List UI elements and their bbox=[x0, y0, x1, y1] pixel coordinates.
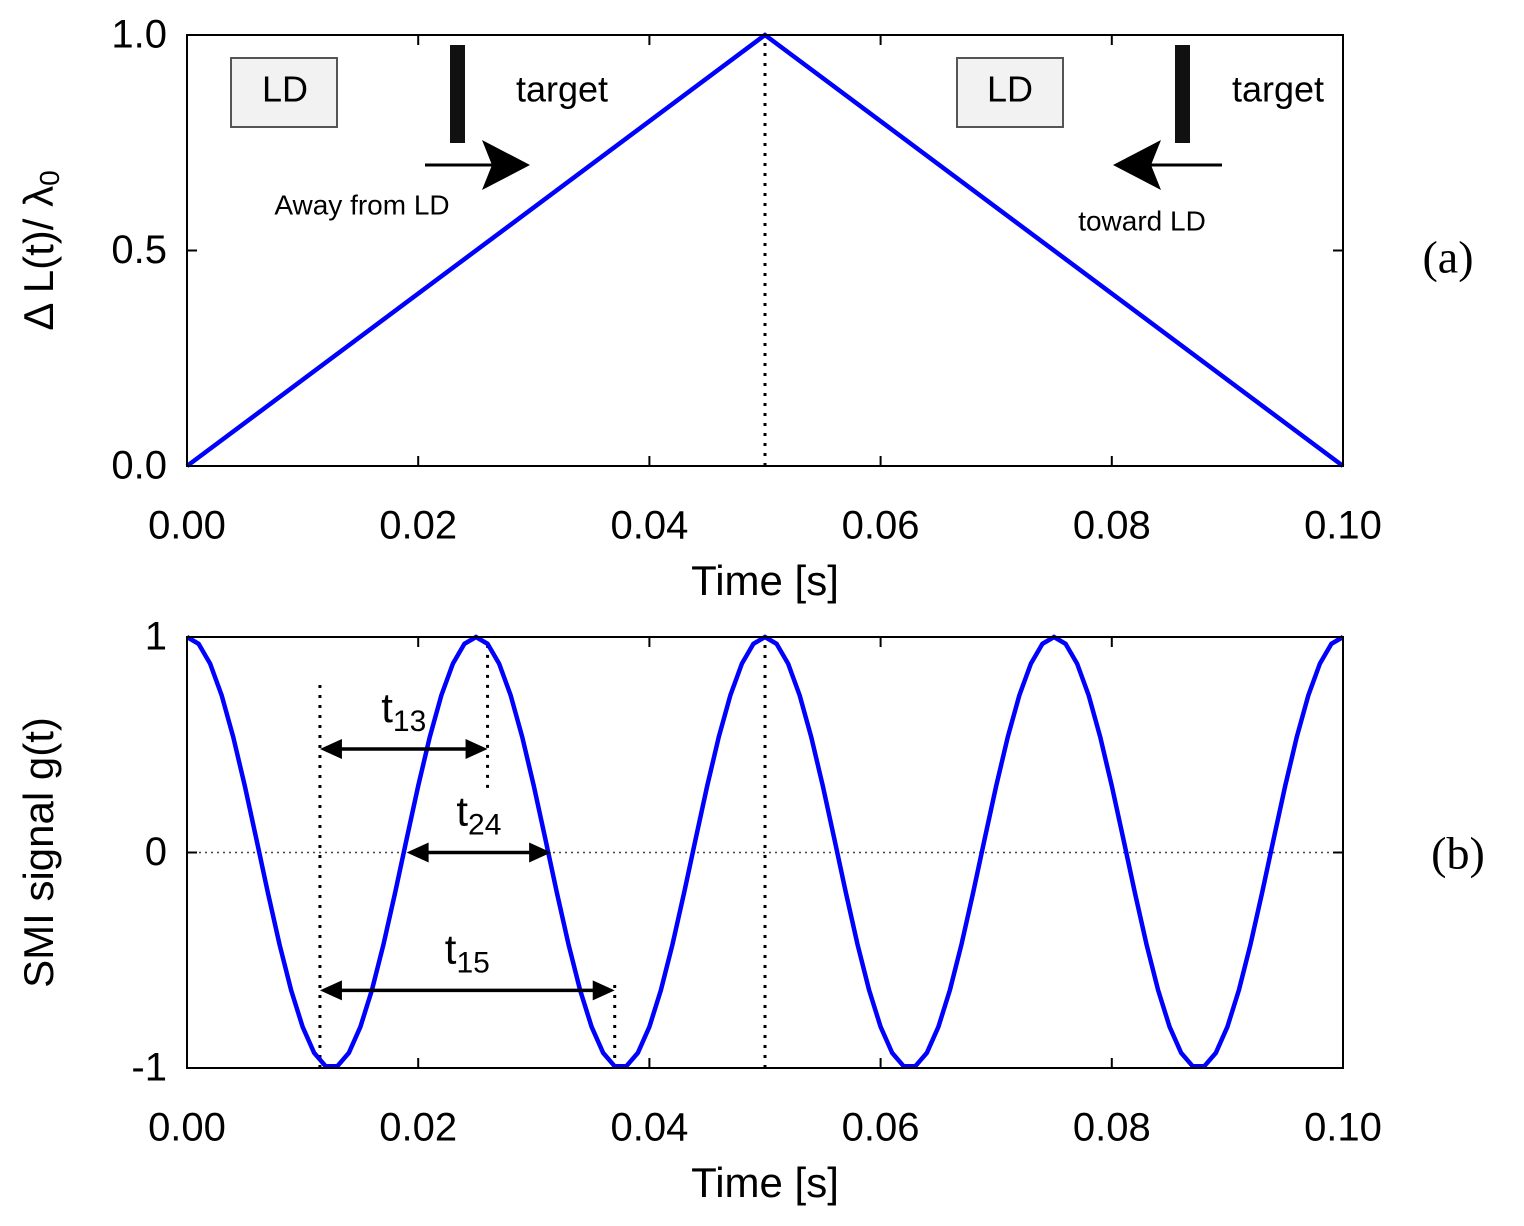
series-line bbox=[185, 634, 1345, 1069]
target-bar bbox=[450, 45, 465, 143]
panel-label: (b) bbox=[1431, 828, 1485, 879]
x-tick-label: 0.10 bbox=[1304, 1106, 1382, 1150]
annotation: toward LD bbox=[1078, 205, 1206, 236]
x-axis-label: Time [s] bbox=[691, 557, 839, 604]
y-tick-label: 1.0 bbox=[111, 13, 167, 57]
annotation: target bbox=[516, 69, 608, 110]
arrow-head bbox=[592, 980, 615, 1001]
x-tick-label: 0.08 bbox=[1073, 504, 1151, 548]
panel-label: (a) bbox=[1422, 232, 1473, 283]
interval-label: t13 bbox=[381, 684, 426, 738]
arrow-head bbox=[1113, 140, 1161, 190]
arrow-head bbox=[319, 980, 342, 1001]
plot-frame bbox=[186, 34, 1344, 467]
interval-label-main: t bbox=[456, 788, 468, 835]
x-tick-label: 0.10 bbox=[1304, 504, 1382, 548]
interval-label-sub: 24 bbox=[468, 808, 501, 841]
target-bar bbox=[1175, 45, 1190, 143]
x-tick-label: 0.06 bbox=[842, 504, 920, 548]
interval-label-main: t bbox=[381, 684, 393, 731]
interval-label-sub: 13 bbox=[393, 705, 426, 738]
y-axis-label-main: Δ L(t)/ λ bbox=[15, 186, 62, 331]
annotation: Away from LD bbox=[274, 189, 449, 220]
annotation: LD bbox=[987, 69, 1033, 110]
y-tick-label: 0.0 bbox=[111, 444, 167, 488]
x-tick-label: 0.00 bbox=[148, 504, 226, 548]
x-tick-label: 0.08 bbox=[1073, 1106, 1151, 1150]
arrow-head bbox=[482, 140, 530, 190]
interval-label-main: t bbox=[445, 926, 457, 973]
y-tick-label: -1 bbox=[131, 1046, 167, 1090]
interval-label-sub: 15 bbox=[456, 946, 489, 979]
ld-box bbox=[956, 57, 1064, 128]
y-tick-label: 0 bbox=[145, 830, 167, 874]
y-axis-label: Δ L(t)/ λ0 bbox=[15, 170, 65, 330]
x-tick-label: 0.02 bbox=[379, 504, 457, 548]
arrow-head bbox=[406, 842, 429, 863]
interval-label: t24 bbox=[456, 788, 501, 842]
y-tick-label: 1 bbox=[145, 615, 167, 659]
x-tick-label: 0.06 bbox=[842, 1106, 920, 1150]
interval-label: t15 bbox=[445, 926, 490, 980]
ld-box bbox=[230, 57, 338, 128]
series-line bbox=[185, 32, 1345, 468]
annotation: LD bbox=[262, 69, 308, 110]
icons bbox=[230, 45, 1222, 190]
x-tick-label: 0.00 bbox=[148, 1106, 226, 1150]
annotation: target bbox=[1232, 69, 1324, 110]
arrow-head bbox=[319, 739, 342, 760]
x-tick-label: 0.04 bbox=[610, 1106, 688, 1150]
y-axis-label-main: SMI signal g(t) bbox=[15, 717, 62, 988]
arrow-head bbox=[465, 739, 488, 760]
x-tick-label: 0.04 bbox=[610, 504, 688, 548]
x-axis-label: Time [s] bbox=[691, 1159, 839, 1206]
y-tick-label: 0.5 bbox=[111, 228, 167, 272]
x-tick-label: 0.02 bbox=[379, 1106, 457, 1150]
y-axis-label: SMI signal g(t) bbox=[15, 717, 62, 988]
y-axis-label-sub: 0 bbox=[34, 170, 65, 186]
arrow-head bbox=[529, 842, 552, 863]
